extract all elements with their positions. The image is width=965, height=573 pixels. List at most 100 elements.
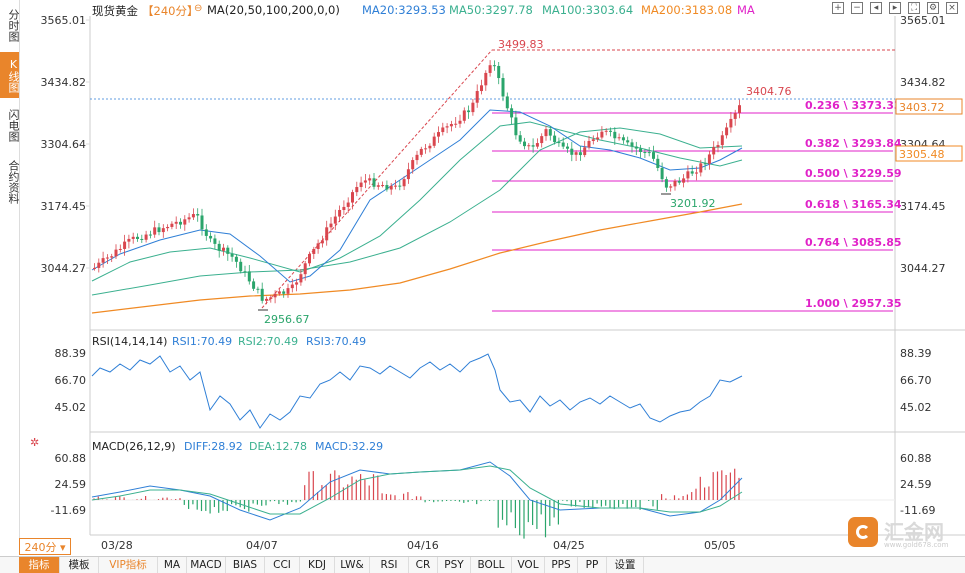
tab-lw[interactable]: LW& [335,557,370,573]
tab-vol[interactable]: VOL [512,557,545,573]
candle-body [179,221,182,225]
minus-icon[interactable]: − [851,2,863,14]
candle-body [329,223,333,228]
tab-pp[interactable]: PP [578,557,607,573]
tab-pps[interactable]: PPS [545,557,578,573]
tab-indicator[interactable]: 指标 [19,557,60,573]
candle-body [131,236,135,239]
chart-canvas[interactable]: 3499.83 2956.67 3404.76 3201.92 0.236 \ … [0,0,965,556]
macd-histogram [93,468,740,539]
macd-diff: DIFF:28.92 [184,440,243,453]
fib-label-0236: 0.236 \ 3373.33 [805,99,902,112]
swing-low-label: 3201.92 [670,197,716,210]
candle-body [462,110,466,121]
candle-body [153,227,157,235]
candle-body [716,145,720,148]
candle-body [320,240,324,244]
tab-kline[interactable]: K线图 [0,52,20,98]
ma20-value: MA20:3293.53 [362,3,446,17]
tab-template[interactable]: 模板 [60,557,99,573]
candle-body [239,261,243,272]
candle-body [355,187,359,193]
candle-body [209,235,213,239]
candle-body [591,139,595,141]
candle-body [725,127,729,136]
move-left-icon[interactable]: ◂ [870,2,882,14]
macd-title: MACD(26,12,9) [92,440,176,453]
macd-gear-icon[interactable]: ✲ [30,436,39,449]
tab-cci[interactable]: CCI [265,557,300,573]
candle-body [707,154,711,164]
tab-kdj[interactable]: KDJ [300,557,335,573]
ma-price-tag: 3305.48 [899,148,945,161]
target-icon[interactable]: ⊖ [194,3,203,14]
candle-body [247,271,251,282]
candle-body [712,147,716,155]
candle-body [471,102,475,113]
candle-body [669,186,673,188]
tab-boll[interactable]: BOLL [471,557,512,573]
logo-icon [848,517,878,547]
candle-body [204,229,208,236]
right-price-tick: 3434.82 [900,76,946,89]
add-icon[interactable]: + [832,2,844,14]
left-price-tick: 3565.01 [41,14,87,27]
candle-body [114,249,118,257]
candle-body [475,91,479,103]
candle-body [290,284,294,289]
tab-settings[interactable]: 设置 [607,557,644,573]
close-icon[interactable]: × [946,2,958,14]
tab-bias[interactable]: BIAS [226,557,265,573]
tab-cr[interactable]: CR [409,557,438,573]
last-price-tag: 3403.72 [899,101,945,114]
macd-tick-right: 24.59 [900,478,932,491]
candle-body [93,267,96,269]
rsi-tick-right: 66.70 [900,374,932,387]
tab-vip-indicator[interactable]: VIP指标 [99,557,158,573]
rsi-tick: 66.70 [55,374,87,387]
x-date-label: 04/07 [246,539,278,552]
logo-sub: www.gold678.com [884,541,949,549]
tab-timeshare[interactable]: 分时图 [7,8,20,42]
tab-flash[interactable]: 闪电图 [7,108,20,142]
brand-logo: 汇金网 www.gold678.com [838,514,960,552]
candle-body [574,152,578,155]
candle-body [196,214,200,216]
ma50-value: MA50:3297.78 [449,3,533,17]
logo-text: 汇金网 [884,520,944,544]
period-selector[interactable]: 240分 ▾ [19,538,71,555]
candle-body [226,247,230,254]
tab-rsi[interactable]: RSI [370,557,409,573]
candle-body [359,182,363,188]
candle-body [523,141,526,147]
candle-body [720,135,724,146]
tab-ma[interactable]: MA [158,557,187,573]
left-tab-strip: 分时图 K线图 闪电图 合约资料 [0,0,20,538]
candle-body [381,185,385,187]
macd-value: MACD:32.29 [315,440,383,453]
candle-body [695,172,698,174]
candle-body [187,217,191,220]
candle-body [144,234,148,240]
tab-psy[interactable]: PSY [438,557,471,573]
candle-body [621,137,625,141]
tab-contract-info[interactable]: 合约资料 [7,160,20,204]
left-price-tick: 3044.27 [41,262,87,275]
right-price-tick: 3565.01 [900,14,946,27]
candle-body [518,135,522,142]
settings-icon[interactable]: ⚙ [927,2,939,14]
candle-body [269,297,273,299]
candle-body [419,148,423,155]
fullscreen-icon[interactable]: ⛶ [908,2,920,14]
candle-body [200,215,204,230]
candle-body [105,257,109,259]
fib-label-1000: 1.000 \ 2957.35 [805,297,902,310]
macd-tick: -11.69 [51,504,86,517]
tab-macd[interactable]: MACD [187,557,226,573]
ma200-value: MA200:3183.08 [641,3,733,17]
move-right-icon[interactable]: ▸ [889,2,901,14]
candle-body [389,185,393,190]
candle-body [252,281,256,289]
candle-body [449,124,453,127]
candle-body [299,274,303,283]
